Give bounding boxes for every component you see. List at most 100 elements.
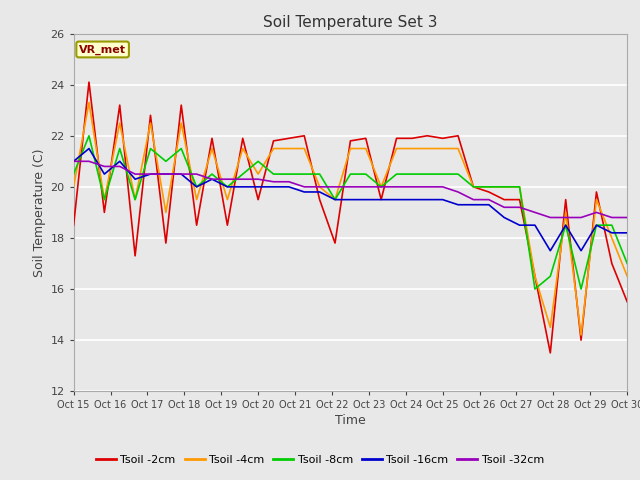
- Tsoil -2cm: [378, 197, 385, 203]
- Tsoil -16cm: [531, 222, 539, 228]
- Tsoil -16cm: [85, 145, 93, 151]
- Tsoil -32cm: [131, 171, 139, 177]
- Tsoil -32cm: [177, 171, 185, 177]
- Tsoil -4cm: [378, 184, 385, 190]
- Tsoil -8cm: [223, 184, 231, 190]
- Tsoil -4cm: [269, 145, 277, 151]
- Tsoil -4cm: [177, 120, 185, 126]
- Tsoil -16cm: [378, 197, 385, 203]
- Tsoil -32cm: [162, 171, 170, 177]
- Tsoil -4cm: [362, 145, 370, 151]
- Tsoil -4cm: [500, 184, 508, 190]
- Tsoil -16cm: [223, 184, 231, 190]
- Tsoil -8cm: [347, 171, 355, 177]
- Tsoil -4cm: [623, 274, 631, 279]
- Tsoil -8cm: [70, 171, 77, 177]
- Tsoil -16cm: [547, 248, 554, 253]
- Tsoil -16cm: [516, 222, 524, 228]
- Tsoil -4cm: [131, 197, 139, 203]
- Tsoil -32cm: [623, 215, 631, 220]
- Tsoil -8cm: [608, 222, 616, 228]
- Tsoil -32cm: [193, 171, 200, 177]
- Tsoil -2cm: [316, 197, 323, 203]
- Tsoil -16cm: [269, 184, 277, 190]
- Tsoil -16cm: [100, 171, 108, 177]
- Tsoil -2cm: [208, 135, 216, 141]
- Tsoil -32cm: [269, 179, 277, 185]
- Tsoil -8cm: [454, 171, 462, 177]
- Tsoil -8cm: [577, 286, 585, 292]
- Tsoil -32cm: [470, 197, 477, 203]
- Tsoil -32cm: [577, 215, 585, 220]
- Tsoil -16cm: [239, 184, 246, 190]
- Tsoil -16cm: [623, 230, 631, 236]
- Line: Tsoil -32cm: Tsoil -32cm: [74, 161, 627, 217]
- Tsoil -32cm: [439, 184, 447, 190]
- Tsoil -2cm: [500, 197, 508, 203]
- Tsoil -4cm: [331, 197, 339, 203]
- Tsoil -4cm: [393, 145, 401, 151]
- Tsoil -32cm: [70, 158, 77, 164]
- Tsoil -2cm: [254, 197, 262, 203]
- Tsoil -8cm: [193, 184, 200, 190]
- Tsoil -16cm: [393, 197, 401, 203]
- Tsoil -2cm: [454, 133, 462, 139]
- Tsoil -16cm: [470, 202, 477, 208]
- Tsoil -32cm: [516, 204, 524, 210]
- Tsoil -2cm: [285, 135, 292, 141]
- Tsoil -32cm: [608, 215, 616, 220]
- Line: Tsoil -4cm: Tsoil -4cm: [74, 103, 627, 335]
- Tsoil -4cm: [162, 210, 170, 216]
- Tsoil -2cm: [177, 102, 185, 108]
- Tsoil -4cm: [547, 324, 554, 330]
- Tsoil -2cm: [424, 133, 431, 139]
- Tsoil -4cm: [608, 235, 616, 241]
- Tsoil -4cm: [439, 145, 447, 151]
- Tsoil -16cm: [577, 248, 585, 253]
- Tsoil -2cm: [547, 350, 554, 356]
- Tsoil -32cm: [408, 184, 416, 190]
- Title: Soil Temperature Set 3: Soil Temperature Set 3: [263, 15, 438, 30]
- Tsoil -4cm: [408, 145, 416, 151]
- Line: Tsoil -2cm: Tsoil -2cm: [74, 82, 627, 353]
- Tsoil -2cm: [269, 138, 277, 144]
- Tsoil -8cm: [331, 197, 339, 203]
- Tsoil -8cm: [378, 184, 385, 190]
- Tsoil -4cm: [562, 210, 570, 216]
- Line: Tsoil -16cm: Tsoil -16cm: [74, 148, 627, 251]
- Tsoil -32cm: [331, 184, 339, 190]
- Tsoil -2cm: [331, 240, 339, 246]
- Tsoil -4cm: [285, 145, 292, 151]
- Tsoil -16cm: [316, 189, 323, 195]
- Tsoil -8cm: [362, 171, 370, 177]
- Tsoil -8cm: [593, 222, 600, 228]
- Tsoil -32cm: [485, 197, 493, 203]
- Tsoil -16cm: [300, 189, 308, 195]
- Tsoil -4cm: [485, 184, 493, 190]
- Tsoil -32cm: [562, 215, 570, 220]
- Tsoil -2cm: [100, 210, 108, 216]
- Tsoil -8cm: [547, 274, 554, 279]
- Tsoil -2cm: [577, 337, 585, 343]
- Tsoil -16cm: [331, 197, 339, 203]
- Tsoil -32cm: [285, 179, 292, 185]
- Tsoil -2cm: [162, 240, 170, 246]
- Tsoil -2cm: [193, 222, 200, 228]
- Tsoil -16cm: [562, 222, 570, 228]
- Tsoil -2cm: [562, 197, 570, 203]
- Tsoil -32cm: [100, 164, 108, 169]
- Tsoil -8cm: [623, 261, 631, 266]
- Line: Tsoil -8cm: Tsoil -8cm: [74, 136, 627, 289]
- Tsoil -2cm: [623, 299, 631, 305]
- Tsoil -16cm: [177, 171, 185, 177]
- Tsoil -8cm: [300, 171, 308, 177]
- Tsoil -2cm: [70, 222, 77, 228]
- Tsoil -4cm: [100, 197, 108, 203]
- Tsoil -8cm: [562, 222, 570, 228]
- Tsoil -8cm: [424, 171, 431, 177]
- Tsoil -8cm: [516, 184, 524, 190]
- Tsoil -32cm: [147, 171, 154, 177]
- Tsoil -8cm: [147, 145, 154, 151]
- Tsoil -2cm: [485, 189, 493, 195]
- Tsoil -16cm: [147, 171, 154, 177]
